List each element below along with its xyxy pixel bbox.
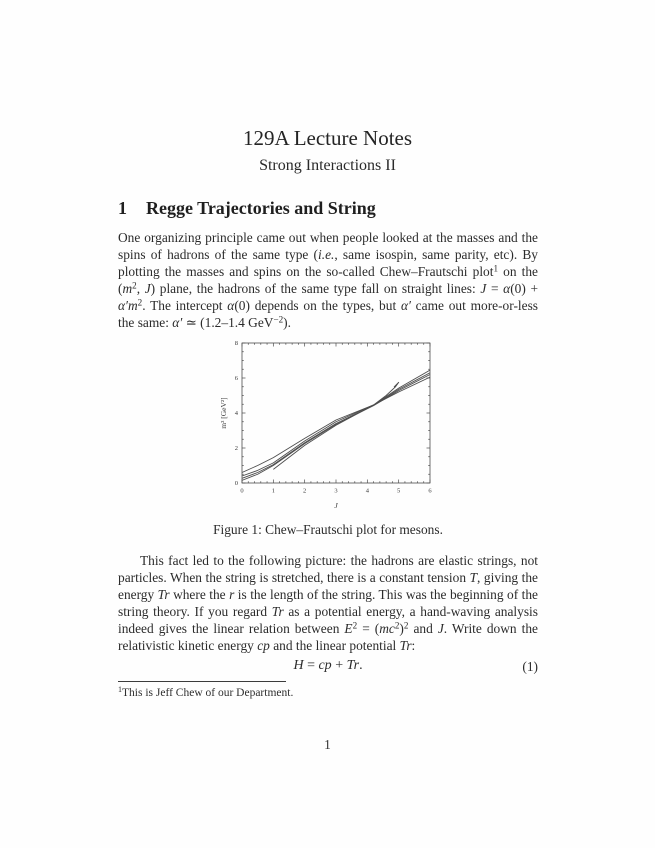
section-number: 1	[118, 198, 127, 218]
equation-number: (1)	[522, 659, 538, 674]
x-tick-label: 2	[303, 488, 306, 495]
x-tick-label: 5	[397, 488, 400, 495]
x-tick-label: 4	[366, 488, 370, 495]
doc-title: 129A Lecture Notes	[242, 126, 413, 150]
regge-trajectory-2	[241, 369, 431, 477]
regge-trajectory-1	[241, 376, 431, 473]
footnote: 1This is Jeff Chew of our Department.	[118, 684, 538, 700]
footnote-marker: 1	[118, 684, 123, 694]
x-axis-label: J	[334, 501, 338, 510]
y-tick-label: 0	[235, 480, 238, 487]
footnote-rule	[118, 681, 286, 682]
section-title: Regge Trajectories and String	[146, 198, 376, 218]
chew-frautschi-plot: 0 1 2 3 4 5 6 0 2 4 6 8 m² [GeV²] J	[219, 340, 432, 510]
figure-caption: Figure 1: Chew–Frautschi plot for mesons…	[213, 522, 443, 537]
equation-expression: H = cp + Tr.	[293, 658, 363, 673]
plot-frame	[241, 342, 431, 484]
section-heading: 1 Regge Trajectories and String	[118, 198, 538, 219]
x-tick-label: 6	[428, 488, 432, 495]
x-tick-label: 1	[272, 488, 275, 495]
y-tick-label: 8	[235, 340, 238, 347]
paragraph-2: This fact led to the following picture: …	[118, 553, 538, 653]
doc-subtitle: Strong Interactions II	[259, 157, 396, 174]
regge-trajectory-3	[241, 372, 431, 479]
footnote-text: This is Jeff Chew of our Department.	[122, 687, 294, 699]
regge-trajectory-4	[241, 374, 431, 481]
x-tick-label: 0	[240, 488, 243, 495]
regge-trajectory-5	[273, 381, 400, 470]
y-axis-label: m² [GeV²]	[219, 397, 228, 428]
y-tick-label: 4	[235, 410, 239, 417]
y-tick-label: 2	[235, 445, 238, 452]
x-tick-label: 3	[334, 488, 337, 495]
equation-row: H = cp + Tr. (1)	[118, 658, 538, 676]
y-tick-label: 6	[235, 375, 239, 382]
paragraph-1: One organizing principle came out when p…	[118, 230, 539, 330]
page-number: 1	[324, 737, 331, 752]
